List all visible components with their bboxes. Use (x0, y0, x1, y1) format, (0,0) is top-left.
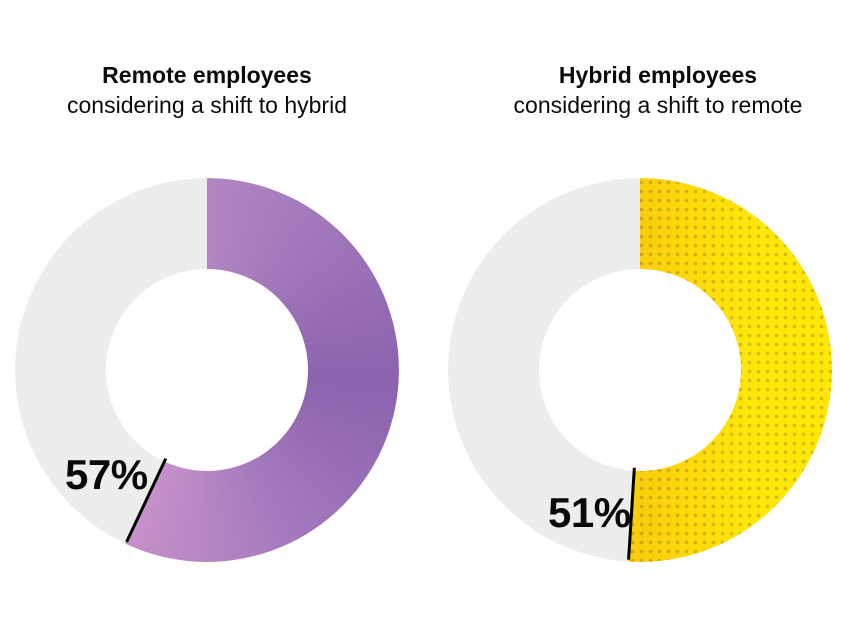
donut-hole-hybrid (539, 269, 741, 471)
chart-title-remote-line1: Remote employees (102, 62, 312, 88)
donut-chart-hybrid: 51% (448, 178, 832, 562)
chart-title-hybrid-line1: Hybrid employees (558, 62, 758, 88)
chart-title-hybrid: Hybrid employees considering a shift to … (466, 60, 843, 120)
value-label-remote: 57% (65, 451, 148, 498)
chart-title-hybrid-line2: considering a shift to remote (513, 92, 803, 118)
chart-title-remote-line2: considering a shift to hybrid (67, 92, 347, 118)
value-label-hybrid: 51% (548, 489, 631, 536)
donut-hole-remote (106, 269, 308, 471)
chart-title-remote: Remote employees considering a shift to … (15, 60, 399, 120)
donut-chart-remote: 57% (15, 178, 399, 562)
